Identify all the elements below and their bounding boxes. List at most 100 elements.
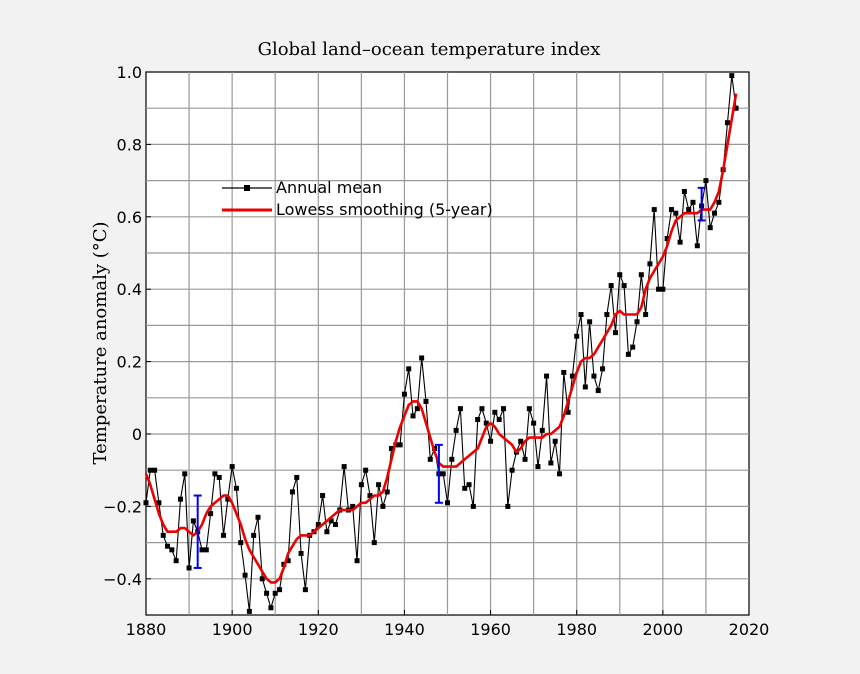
y-tick-label: 0 xyxy=(132,425,142,444)
annual-mean-point xyxy=(677,239,683,245)
annual-mean-point xyxy=(729,73,735,79)
annual-mean-point xyxy=(177,496,183,502)
annual-mean-point xyxy=(625,351,631,357)
annual-mean-point xyxy=(264,590,270,596)
annual-mean-point xyxy=(647,261,653,267)
x-tick-label: 1960 xyxy=(470,620,511,639)
annual-mean-point xyxy=(173,558,179,564)
annual-mean-point xyxy=(354,558,360,564)
annual-mean-point xyxy=(604,312,610,318)
annual-mean-point xyxy=(556,471,562,477)
y-tick-label: −0.2 xyxy=(103,497,142,516)
annual-mean-point xyxy=(367,493,373,499)
annual-mean-point xyxy=(203,547,209,553)
annual-mean-point xyxy=(268,605,274,611)
y-tick-label: 0.2 xyxy=(117,353,142,372)
annual-mean-point xyxy=(561,369,567,375)
annual-mean-point xyxy=(582,384,588,390)
annual-mean-point xyxy=(358,482,364,488)
annual-mean-point xyxy=(470,503,476,509)
annual-mean-point xyxy=(608,283,614,289)
annual-mean-point xyxy=(479,406,485,412)
annual-mean-point xyxy=(475,417,481,423)
lowess-smoothing-series xyxy=(144,93,738,584)
annual-mean-point xyxy=(681,188,687,194)
annual-mean-point xyxy=(238,540,244,546)
y-axis-ticks: 1.0 0.8 0.6 0.4 0.2 0 −0.2 −0.4 xyxy=(103,63,151,589)
annual-mean-point xyxy=(341,464,347,470)
annual-mean-point xyxy=(509,467,515,473)
annual-mean-point xyxy=(712,210,718,216)
annual-mean-point xyxy=(152,467,158,473)
annual-mean-point xyxy=(216,474,222,480)
annual-mean-point xyxy=(380,503,386,509)
chart-title: Global land–ocean temperature index xyxy=(258,39,601,60)
annual-mean-point xyxy=(251,532,257,538)
annual-mean-point xyxy=(397,442,403,448)
annual-mean-point xyxy=(324,529,330,535)
annual-mean-point xyxy=(333,522,339,527)
y-axis-label: Temperature anomaly (°C) xyxy=(90,221,111,464)
annual-mean-point xyxy=(371,540,377,546)
annual-mean-point xyxy=(289,489,295,495)
annual-mean-point xyxy=(156,500,162,506)
annual-mean-point xyxy=(660,286,666,292)
annual-mean-point xyxy=(724,120,730,126)
annual-mean-point xyxy=(406,366,412,372)
annual-mean-point xyxy=(233,485,239,491)
annual-mean-point xyxy=(707,225,713,231)
annual-mean-point xyxy=(690,199,696,205)
annual-mean-point xyxy=(733,105,739,111)
annual-mean-point xyxy=(143,500,149,506)
annual-mean-point xyxy=(492,409,498,415)
annual-mean-point xyxy=(199,547,205,553)
annual-mean-point xyxy=(716,199,722,205)
annual-mean-point xyxy=(246,608,252,614)
annual-mean-point xyxy=(272,590,278,596)
annual-mean-point xyxy=(414,406,420,412)
y-tick-label: 0.6 xyxy=(117,208,142,227)
annual-mean-point xyxy=(621,283,627,289)
annual-mean-point xyxy=(208,511,214,517)
annual-mean-series xyxy=(143,73,739,614)
legend-annual-label: Annual mean xyxy=(276,178,382,197)
annual-mean-point xyxy=(423,398,429,404)
annual-mean-point xyxy=(440,471,446,477)
x-axis-ticks: 1880 1900 1920 1940 1960 1980 2000 2020 xyxy=(126,610,770,639)
annual-mean-point xyxy=(591,373,597,379)
uncertainty-bars xyxy=(193,186,706,569)
legend-annual-marker xyxy=(244,185,250,191)
annual-mean-point xyxy=(449,456,455,462)
annual-mean-point xyxy=(686,207,692,213)
annual-mean-point xyxy=(578,312,584,318)
annual-mean-point xyxy=(186,565,192,571)
annual-mean-point xyxy=(277,587,283,593)
annual-mean-point xyxy=(410,413,416,419)
annual-mean-point xyxy=(462,485,468,491)
annual-mean-point xyxy=(535,464,541,470)
annual-mean-point xyxy=(384,489,390,495)
annual-mean-point xyxy=(565,409,571,415)
annual-mean-point xyxy=(212,471,218,477)
annual-mean-point xyxy=(518,438,524,444)
x-tick-label: 2000 xyxy=(642,620,683,639)
x-tick-label: 2020 xyxy=(729,620,770,639)
annual-mean-point xyxy=(182,471,188,477)
annual-mean-point xyxy=(242,572,248,578)
annual-mean-point xyxy=(668,207,674,213)
annual-mean-point xyxy=(574,333,580,339)
annual-mean-point xyxy=(255,514,261,520)
annual-mean-point xyxy=(298,550,304,556)
annual-mean-point xyxy=(466,482,472,488)
lowess-smoothing-line xyxy=(144,93,738,584)
y-tick-label: 0.4 xyxy=(117,280,142,299)
annual-mean-point xyxy=(147,467,153,473)
annual-mean-point xyxy=(328,518,334,524)
annual-mean-point xyxy=(612,330,618,336)
annual-mean-point xyxy=(488,438,494,444)
annual-mean-point xyxy=(350,503,356,509)
annual-mean-point xyxy=(363,467,369,473)
annual-mean-point xyxy=(315,522,321,527)
annual-mean-point xyxy=(600,366,606,372)
annual-mean-point xyxy=(190,518,196,524)
